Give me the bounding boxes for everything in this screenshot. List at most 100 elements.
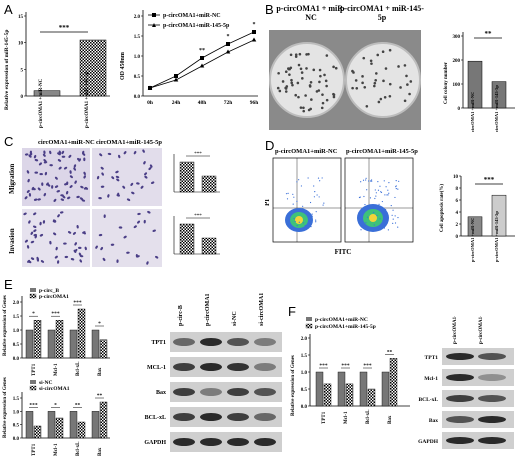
c-cell-0-62	[60, 194, 64, 197]
b-colony-0-32	[278, 89, 282, 93]
c-cell-0-10	[54, 176, 58, 180]
b-colony-1-11	[365, 104, 369, 108]
d-bar-0	[467, 216, 483, 237]
c-cell-0-37	[69, 175, 73, 179]
f-sig-2: ***	[363, 363, 372, 369]
d-dot-1-31	[384, 194, 386, 196]
e-top-ytick-label-4: 0.0	[13, 357, 20, 362]
c-cell-0-46	[61, 155, 66, 158]
f-ylabel: Relative expression of Genes	[291, 355, 296, 416]
d-dot-1-67	[378, 203, 380, 205]
c-cell-2-6	[53, 232, 57, 236]
f-ytick-label-4: 0.0	[301, 405, 308, 410]
d-dot-0-6	[322, 204, 324, 206]
c-cell-2-35	[57, 214, 60, 218]
d-dot-1-51	[388, 182, 390, 184]
e-bot-ytick-label-2: 0.5	[13, 424, 20, 429]
b-colony-0-57	[309, 80, 313, 84]
b-colony-1-22	[369, 59, 373, 63]
f-blot-band-1-0	[446, 374, 474, 381]
b-colony-1-28	[351, 69, 354, 73]
d-ytick-label-1: 8	[456, 187, 459, 192]
d-dot-0-23	[315, 221, 317, 223]
b-colony-0-35	[305, 67, 308, 70]
e-bot-bar-1-0	[47, 411, 56, 439]
a-bar-ytick-label-3: 0	[21, 95, 24, 100]
c-cell-3-7	[152, 229, 156, 232]
e-bottom-legend-swatch-2	[29, 385, 37, 391]
d-dot-0-20	[315, 219, 317, 221]
b-colony-0-11	[334, 66, 338, 70]
d-bar-ylabel: Cell apoptosis rate(%)	[440, 184, 445, 232]
e-bot-bar-1-1	[55, 417, 64, 439]
c-cell-2-14	[36, 258, 39, 262]
d-ytick-label-0: 10	[453, 175, 459, 180]
c-cell-1-10	[116, 194, 120, 197]
d-dot-1-4	[383, 180, 385, 182]
d-dot-1-39	[361, 217, 363, 219]
panel-label-c: C	[4, 134, 14, 149]
e-blot-band-0-1	[200, 338, 222, 346]
c-cell-2-1	[70, 258, 75, 261]
e-top-bar-3-1	[99, 339, 108, 359]
a-legend-label-2: p-circOMA1+miR-145-5p	[163, 23, 230, 29]
e-top-ylabel: Relative expression of Genes	[3, 295, 8, 356]
c-cell-1-27	[116, 178, 120, 182]
d-dot-0-8	[302, 208, 304, 210]
b-colony-0-14	[284, 90, 288, 93]
b-colony-1-26	[354, 79, 358, 82]
c-cell-1-24	[143, 161, 146, 165]
b-colony-1-1	[377, 100, 381, 104]
c-cell-0-68	[60, 198, 65, 201]
f-legend-1: p-circOMA1+miR-NC	[315, 317, 368, 323]
d-dot-0-30	[311, 215, 313, 217]
c-cell-3-1	[98, 233, 103, 237]
d-dot-1-30	[394, 196, 396, 199]
d-dot-1-3	[392, 218, 394, 220]
a-legend-marker-2	[152, 23, 156, 27]
f-blot-band-3-0	[446, 416, 474, 423]
c-mini2-sig: ***	[194, 214, 202, 219]
d-dot-0-28	[304, 224, 306, 227]
d-dot-0-35	[302, 222, 305, 224]
e-bot-sig-2: **	[75, 402, 81, 408]
d-dot-1-14	[360, 181, 362, 183]
c-cell-3-18	[118, 226, 123, 229]
b-bar-0	[467, 60, 483, 109]
f-blot-band-4-0	[446, 437, 474, 444]
d-xlabel: FITC	[335, 248, 352, 256]
e-blot-row-4: GAPDH	[144, 440, 166, 446]
c-cell-2-22	[79, 259, 83, 263]
c-cell-0-66	[61, 150, 65, 155]
b-colony-0-13	[319, 74, 322, 78]
e-bot-category-3: Bax	[98, 447, 103, 456]
a-legend-marker-1	[152, 13, 156, 17]
e-blot-band-3-1	[200, 413, 222, 421]
c-cell-2-44	[30, 257, 35, 260]
d-dot-1-52	[381, 207, 384, 209]
b-colony-0-7	[290, 78, 293, 82]
f-bar-2-0	[359, 371, 368, 407]
b-sig: **	[485, 30, 493, 38]
c-cell-0-35	[80, 185, 84, 189]
panel-f-figure: p-circOMA1+miR-NC p-circOMA1+miR-145-5p …	[291, 316, 514, 449]
e-top-bar-1-0	[47, 329, 56, 359]
c-cell-2-38	[54, 255, 58, 259]
b-colony-0-16	[320, 106, 324, 110]
c-cell-0-28	[51, 185, 54, 189]
e-blot-band-1-1	[200, 363, 222, 371]
d-dot-1-33	[379, 185, 381, 187]
e-top-sig-2: ***	[73, 300, 82, 306]
e-blot-band-4-3	[254, 438, 276, 446]
c-cell-0-21	[83, 157, 86, 162]
f-sig-0: ***	[319, 363, 328, 369]
c-cell-1-26	[148, 167, 152, 170]
b-colony-0-38	[332, 65, 335, 69]
d-dot-1-18	[370, 230, 372, 232]
e-blot-band-4-0	[173, 438, 195, 446]
e-blot-band-3-3	[254, 413, 276, 421]
e-bot-category-1: Mcl-1	[54, 443, 59, 456]
b-colony-1-10	[355, 86, 359, 90]
b-colony-0-17	[291, 83, 294, 87]
c-cell-3-12	[133, 225, 137, 229]
